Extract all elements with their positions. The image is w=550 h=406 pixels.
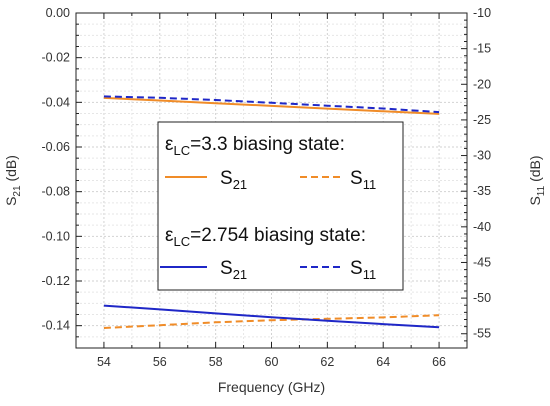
right-y-axis-title: S11 (dB): [527, 155, 547, 205]
legend: εLC=3.3 biasing state: S21 S11 εLC=2.754…: [157, 121, 404, 291]
legend-group-1-heading-text: =3.3 biasing state:: [190, 134, 345, 155]
legend-group-2-heading: εLC=2.754 biasing state:: [165, 225, 366, 249]
series-line-s11-3.3: [103, 314, 440, 329]
legend-group-1-eps-sub: LC: [173, 143, 190, 158]
series-layer: [103, 95, 440, 329]
axes: 54 56 58 60 62 64 66 0.00 -0.02 -0.04 -0.06 -0.08 -0…: [42, 6, 492, 369]
left-y-tick-label: -0.14: [42, 319, 71, 333]
right-y-tick-label: -10: [473, 6, 491, 20]
legend-group-1-heading: εLC=3.3 biasing state:: [165, 134, 345, 158]
right-y-axis-title-unit: (dB): [527, 155, 543, 185]
right-y-tick-label: -20: [473, 77, 491, 91]
legend-label-s21-3.3: S21: [220, 168, 247, 192]
x-tick-label: 58: [209, 355, 223, 369]
right-y-tick-label: -15: [473, 42, 491, 56]
left-y-tick-label: -0.06: [42, 140, 71, 154]
left-y-axis-title-sub: 21: [12, 185, 23, 197]
legend-label-s11-3.3: S11: [350, 168, 376, 192]
x-tick-label: 62: [320, 355, 334, 369]
legend-label-s11-2.754: S11: [350, 258, 376, 282]
legend-group-1-eps: ε: [165, 134, 174, 155]
left-y-axis-title-unit: (dB): [3, 155, 19, 185]
x-axis-title: Frequency (GHz): [218, 379, 325, 395]
right-y-tick-label: -50: [473, 291, 491, 305]
x-tick-label: 64: [376, 355, 390, 369]
legend-label-s21-2.754: S21: [220, 258, 247, 282]
x-tick-label: 60: [265, 355, 279, 369]
series-line-s21-3.3: [103, 96, 440, 115]
right-y-tick-label: -25: [473, 113, 491, 127]
legend-group-2-eps: ε: [165, 225, 174, 246]
right-y-tick-label: -35: [473, 184, 491, 198]
right-y-tick-label: -30: [473, 149, 491, 163]
right-y-axis-title-sub: 11: [536, 185, 547, 196]
series-line-s21-2.754: [103, 304, 440, 329]
right-y-tick-label: -55: [473, 327, 491, 341]
left-y-tick-label: 0.00: [46, 6, 70, 20]
left-y-tick-label: -0.12: [42, 274, 71, 288]
x-tick-label: 54: [97, 355, 111, 369]
left-y-tick-label: -0.02: [42, 51, 71, 65]
x-tick-label: 66: [432, 355, 446, 369]
left-y-axis-title-main: S: [3, 197, 19, 206]
left-y-axis-title: S21 (dB): [3, 155, 23, 206]
right-y-tick-label: -45: [473, 255, 491, 269]
x-tick-label: 56: [153, 355, 167, 369]
left-y-tick-label: -0.10: [42, 229, 71, 243]
legend-group-2-eps-sub: LC: [173, 234, 190, 249]
right-y-axis-title-main: S: [527, 196, 543, 205]
series-line-s11-2.754: [103, 95, 440, 114]
left-y-tick-label: -0.08: [42, 185, 71, 199]
legend-box: [157, 121, 404, 291]
legend-group-2-heading-text: =2.754 biasing state:: [190, 225, 366, 246]
right-y-tick-label: -40: [473, 220, 491, 234]
left-y-tick-label: -0.04: [42, 95, 71, 109]
